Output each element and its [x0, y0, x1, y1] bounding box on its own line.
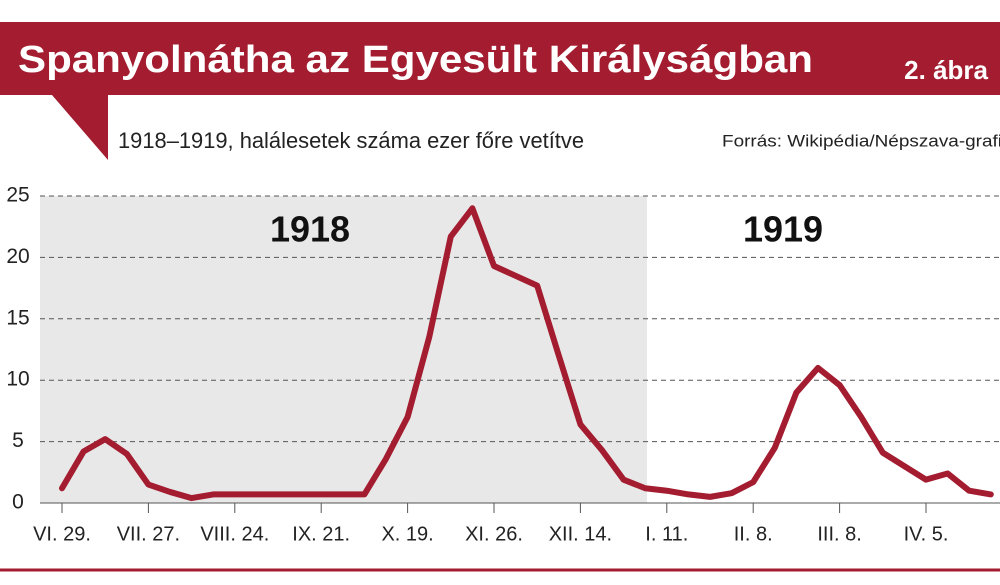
banner-tail: [52, 95, 108, 160]
x-tick-label: XII. 14.: [549, 523, 612, 545]
x-tick-label: III. 8.: [817, 523, 861, 545]
data-line: [59, 205, 994, 502]
y-tick-label: 25: [6, 184, 29, 207]
x-tick-label: II. 8.: [734, 523, 773, 545]
period-label: 1918: [270, 209, 350, 250]
y-tick-label: 0: [12, 491, 24, 514]
x-tick-label: I. 11.: [645, 523, 688, 545]
y-tick-label: 20: [6, 245, 29, 268]
x-tick-label: X. 19.: [381, 523, 433, 545]
x-tick-label: VII. 27.: [117, 523, 180, 545]
subtitle: 1918–1919, halálesetek száma ezer főre v…: [118, 128, 584, 153]
x-tick-label: IV. 5.: [904, 523, 949, 545]
x-tick-label: VI. 29.: [33, 523, 91, 545]
y-tick-label: 5: [12, 429, 24, 452]
figure-label: 2. ábra: [904, 55, 988, 85]
period-label: 1919: [743, 209, 823, 250]
x-tick-label: VIII. 24.: [200, 523, 269, 545]
y-tick-label: 10: [6, 368, 29, 391]
title-banner: [0, 22, 1000, 95]
y-tick-label: 15: [6, 306, 29, 329]
source: Forrás: Wikipédia/Népszava-grafika: [722, 131, 1000, 150]
x-tick-label: XI. 26.: [465, 523, 523, 545]
shade-1918: [40, 196, 647, 503]
chart-title: Spanyolnátha az Egyesült Királyságban: [18, 39, 813, 81]
x-tick-label: IX. 21.: [292, 523, 350, 545]
